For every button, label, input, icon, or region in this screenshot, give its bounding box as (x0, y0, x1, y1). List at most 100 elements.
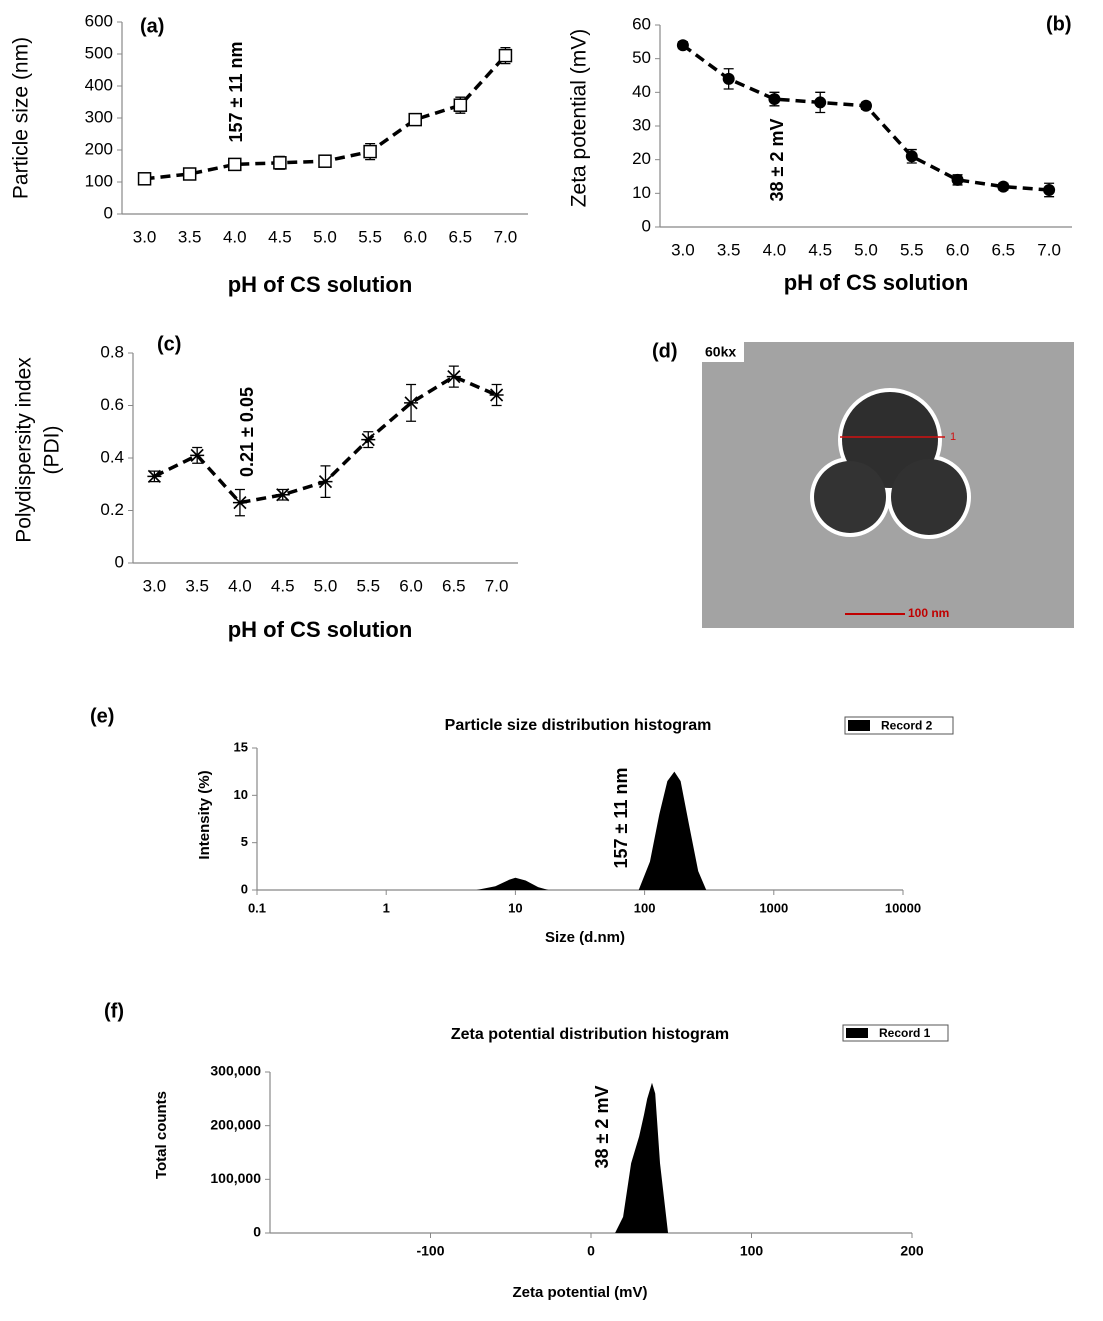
marker (905, 150, 918, 163)
x-tick-label: 1 (383, 900, 390, 915)
panel-label: (c) (157, 333, 181, 355)
x-tick-label: 7.0 (485, 576, 509, 595)
marker (228, 157, 242, 172)
x-tick-label: 1000 (759, 900, 788, 915)
x-tick-label: 3.0 (143, 576, 167, 595)
magnification-box (702, 342, 744, 362)
x-tick-label: 4.5 (271, 576, 295, 595)
y-tick-label: 0.8 (100, 342, 124, 361)
data-line (681, 43, 1050, 192)
x-tick-label: 3.0 (133, 227, 157, 246)
y-tick-label: 15 (234, 739, 248, 754)
marker (768, 93, 781, 106)
x-tick-label: 5.0 (313, 227, 337, 246)
x-axis-label: Zeta potential (mV) (512, 1284, 647, 1301)
y-axis-label: Particle size (nm) (10, 37, 33, 199)
y-tick-label: 200,000 (210, 1116, 261, 1132)
y-tick-label: 0.4 (100, 447, 124, 466)
x-tick-label: 3.5 (717, 240, 741, 259)
marker (446, 370, 461, 384)
legend-box (844, 716, 954, 735)
y-tick-label: 50 (632, 48, 651, 67)
y-axis-label: (PDI) (41, 426, 64, 475)
legend-swatch (846, 1028, 868, 1038)
y-axis-label: Intensity (%) (196, 770, 213, 859)
y-tick-label: 300 (85, 107, 113, 126)
x-tick-label: 100 (634, 900, 656, 915)
marker (814, 96, 827, 109)
x-tick-label: 100 (740, 1243, 764, 1259)
y-axis-label: Total counts (153, 1091, 170, 1179)
marker (137, 172, 152, 186)
x-tick-label: 6.0 (399, 576, 423, 595)
y-tick-label: 0 (115, 552, 124, 571)
y-tick-label: 60 (632, 14, 651, 33)
y-tick-label: 500 (85, 43, 113, 62)
x-axis-label: pH of CS solution (228, 617, 413, 642)
y-tick-label: 10 (234, 787, 248, 802)
marker (997, 180, 1010, 193)
y-tick-label: 0 (241, 881, 248, 896)
panel-label: (d) (652, 340, 678, 362)
y-tick-label: 0 (253, 1224, 261, 1240)
y-tick-label: 0.6 (100, 395, 124, 414)
legend-box (842, 1024, 949, 1042)
x-tick-label: 4.0 (223, 227, 247, 246)
annotation: 38 ± 2 mV (767, 119, 787, 202)
marker (1043, 183, 1056, 196)
y-tick-label: 30 (632, 115, 651, 134)
marker (361, 433, 376, 447)
x-tick-label: 6.5 (442, 576, 466, 595)
marker (676, 39, 689, 52)
x-tick-label: 6.0 (403, 227, 427, 246)
x-tick-label: 5.5 (900, 240, 924, 259)
y-tick-label: 5 (241, 834, 248, 849)
annotation: 157 ± 11 nm (226, 42, 246, 143)
y-axis-label: Polydispersity index (13, 357, 36, 543)
x-axis-label: pH of CS solution (784, 270, 969, 295)
x-tick-label: 5.0 (314, 576, 338, 595)
x-tick-label: 7.0 (1037, 240, 1061, 259)
legend-label: Record 2 (881, 719, 933, 733)
y-tick-label: 10 (632, 183, 651, 202)
panel-label: (a) (140, 15, 164, 37)
marker (232, 496, 247, 510)
measure-label: 1 (950, 431, 956, 443)
legend-swatch (848, 720, 870, 731)
y-tick-label: 100,000 (210, 1170, 261, 1186)
x-tick-label: 4.5 (808, 240, 832, 259)
marker (860, 99, 872, 112)
marker (182, 167, 197, 181)
y-tick-label: 300,000 (210, 1063, 261, 1079)
x-tick-label: 0.1 (248, 900, 266, 915)
marker (489, 388, 504, 402)
x-tick-label: 4.5 (268, 227, 292, 246)
y-tick-label: 100 (85, 171, 113, 190)
y-tick-label: 40 (632, 82, 651, 101)
marker (363, 144, 377, 159)
x-tick-label: 4.0 (763, 240, 787, 259)
marker (453, 98, 468, 112)
x-tick-label: -100 (416, 1243, 444, 1259)
marker (275, 488, 290, 502)
x-tick-label: 5.0 (854, 240, 878, 259)
y-tick-label: 0 (642, 216, 651, 235)
x-axis-label: pH of CS solution (228, 272, 413, 297)
x-tick-label: 10 (508, 900, 522, 915)
distribution-area (615, 1082, 669, 1233)
x-tick-label: 0 (587, 1243, 595, 1259)
x-tick-label: 4.0 (228, 576, 252, 595)
x-tick-label: 3.5 (185, 576, 209, 595)
x-tick-label: 7.0 (494, 227, 518, 246)
annotation: 157 ± 11 nm (611, 768, 631, 869)
x-tick-label: 5.5 (358, 227, 382, 246)
y-tick-label: 20 (632, 149, 651, 168)
marker (408, 112, 422, 127)
y-tick-label: 600 (85, 11, 113, 30)
marker (722, 72, 735, 85)
y-tick-label: 0.2 (100, 500, 124, 519)
marker (273, 156, 287, 170)
marker (404, 396, 419, 410)
y-tick-label: 200 (85, 139, 113, 158)
y-tick-label: 400 (85, 75, 113, 94)
